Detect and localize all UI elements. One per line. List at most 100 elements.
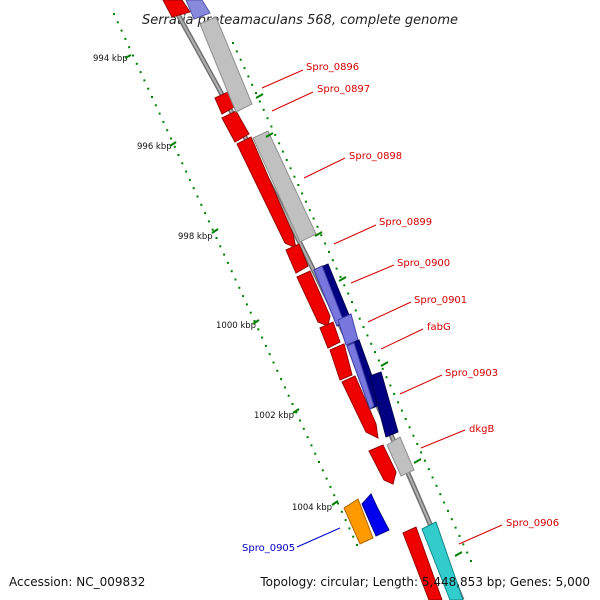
tick-dot: [454, 526, 457, 529]
gene-feature[interactable]: [162, 0, 191, 18]
tick-dot: [162, 120, 165, 123]
tick-dot: [301, 192, 304, 195]
tick-dot: [207, 220, 210, 223]
tick-dot: [264, 344, 267, 347]
tick-dot: [348, 527, 351, 530]
tick-dot: [304, 200, 307, 203]
gene-label-dkgb[interactable]: dkgB: [469, 424, 494, 435]
gene-label-spro-0901[interactable]: Spro_0901: [414, 295, 467, 306]
gene-feature[interactable]: [341, 375, 379, 439]
gene-feature[interactable]: [252, 130, 317, 243]
gene-feature[interactable]: [199, 16, 253, 113]
tick-dot: [242, 295, 245, 298]
tick-dot: [347, 292, 350, 295]
tick-dot: [325, 477, 328, 480]
tick-dot: [261, 336, 264, 339]
tick-labels: 994 kbp 996 kbp 998 kbp 1000 kbp 1002 kb…: [93, 54, 339, 513]
gene-feature[interactable]: [185, 0, 211, 20]
gene-label-spro-0900[interactable]: Spro_0900: [397, 258, 450, 269]
gene-label-spro-0899[interactable]: Spro_0899: [379, 217, 432, 228]
tick-dot: [306, 436, 309, 439]
gene-feature[interactable]: [343, 498, 374, 545]
gene-feature[interactable]: [361, 493, 390, 537]
tick-dot: [253, 320, 256, 322]
gene-feature[interactable]: [329, 343, 353, 381]
tick-dot: [310, 444, 313, 447]
tick-dot: [173, 145, 176, 148]
gene-label-spro-0905[interactable]: Spro_0905: [242, 543, 295, 554]
outer-ring-features: [185, 0, 464, 600]
gene-label-spro-0903[interactable]: Spro_0903: [445, 368, 498, 379]
tick-dot: [374, 351, 376, 354]
gene-label-spro-0897[interactable]: Spro_0897: [317, 84, 370, 95]
tick-dot: [352, 535, 355, 538]
tick-dot: [358, 317, 361, 320]
tick-dot: [285, 159, 288, 161]
tick-dot: [329, 485, 332, 488]
tick-dot: [393, 392, 396, 395]
gene-feature[interactable]: [402, 526, 443, 600]
tick-dot: [470, 560, 472, 562]
tick-dot: [366, 334, 369, 337]
tick-dot: [295, 411, 298, 414]
tick-dot: [314, 452, 317, 455]
gene-label-spro-0906[interactable]: Spro_0906: [506, 518, 559, 529]
gene-feature[interactable]: [236, 136, 297, 249]
tick-dot: [196, 195, 199, 198]
tick-dot: [280, 378, 283, 381]
tick-dot: [431, 476, 434, 479]
tick-dot: [135, 62, 138, 65]
gene-label-spro-0896[interactable]: Spro_0896: [306, 62, 359, 73]
gene-feature[interactable]: [296, 270, 331, 327]
tick-dot: [389, 384, 392, 387]
accession-text: Accession: NC_009832: [9, 575, 145, 589]
tick-dot: [211, 228, 214, 231]
tick-dot: [297, 184, 300, 186]
tick-dot: [302, 427, 305, 430]
tick-dot: [128, 46, 131, 49]
tick-dot: [258, 100, 261, 103]
tick-dot: [435, 484, 438, 487]
tick-dot: [270, 125, 273, 128]
tick-dot: [143, 79, 146, 82]
tick-dot: [116, 21, 119, 24]
tick-dot: [215, 237, 218, 239]
tick-label: 998 kbp: [178, 232, 213, 242]
gene-feature[interactable]: [337, 313, 359, 346]
tick-dot: [200, 203, 203, 206]
tick-dot: [450, 518, 453, 521]
gene-feature[interactable]: [319, 321, 341, 349]
gene-label-spro-0898[interactable]: Spro_0898: [349, 151, 402, 162]
gene-feature[interactable]: [368, 444, 397, 485]
gene-feature[interactable]: [386, 436, 415, 477]
tick-dot: [370, 342, 373, 345]
gene-feature[interactable]: [285, 243, 309, 274]
tick-dot: [443, 501, 446, 504]
tick-dot: [188, 178, 191, 181]
gene-feature[interactable]: [369, 371, 399, 438]
inner-strand-features: [343, 493, 390, 545]
tick-dot: [272, 361, 275, 364]
tick-dot: [278, 142, 281, 145]
tick-dot: [247, 75, 250, 78]
tick-dot: [283, 386, 286, 389]
gene-feature[interactable]: [221, 110, 250, 143]
tick-dot: [420, 451, 423, 454]
tick-dot: [308, 209, 311, 212]
tick-dot: [151, 96, 153, 98]
tick-dot: [124, 37, 127, 40]
tick-dot: [466, 551, 469, 554]
tick-dot: [192, 187, 195, 190]
gene-feature[interactable]: [421, 521, 464, 600]
tick-dot: [423, 459, 426, 462]
tick-dot: [408, 426, 411, 429]
gene-feature[interactable]: [346, 342, 375, 410]
tick-dot: [462, 543, 465, 546]
gene-label-fabg[interactable]: fabG: [427, 322, 451, 333]
tick-dot: [235, 50, 238, 53]
tick-dot: [287, 394, 290, 397]
tick-dot: [185, 170, 188, 173]
tick-dot: [337, 502, 339, 505]
tick-dot: [181, 162, 184, 165]
